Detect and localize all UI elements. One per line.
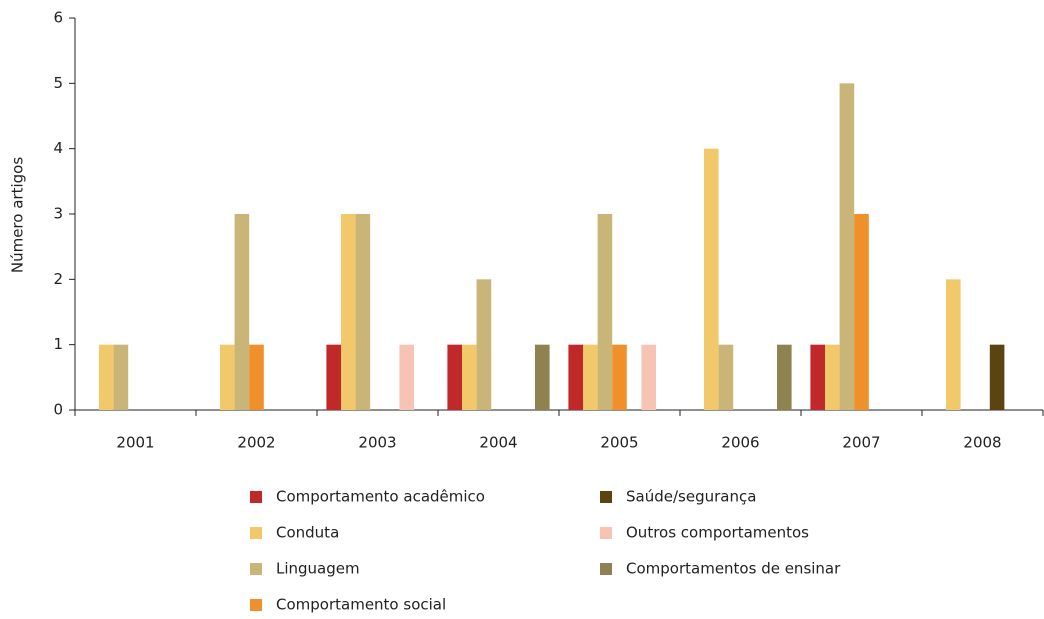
bar <box>810 344 825 410</box>
y-tick-label: 3 <box>53 205 63 223</box>
x-tick-label: 2005 <box>600 434 638 452</box>
bar <box>326 344 341 410</box>
bar <box>234 214 250 410</box>
bar <box>462 344 477 410</box>
bar <box>249 344 264 410</box>
bar <box>447 344 462 410</box>
bar <box>718 344 734 410</box>
legend-label: Comportamento social <box>276 596 446 614</box>
bar <box>777 344 792 410</box>
legend-swatch <box>600 491 612 503</box>
legend-label: Conduta <box>276 524 339 542</box>
bar <box>825 344 840 410</box>
bar <box>476 279 492 410</box>
y-tick-label: 5 <box>53 74 63 92</box>
bar <box>341 214 356 410</box>
y-tick-label: 4 <box>53 139 63 157</box>
legend-label: Comportamentos de ensinar <box>626 560 841 578</box>
bar <box>612 344 627 410</box>
bar <box>946 279 961 410</box>
bar <box>839 83 855 410</box>
bar <box>535 344 550 410</box>
x-tick-label: 2002 <box>237 434 275 452</box>
bar <box>99 344 114 410</box>
bar <box>113 344 129 410</box>
legend-swatch <box>600 563 612 575</box>
x-tick-label: 2001 <box>116 434 154 452</box>
bar <box>568 344 583 410</box>
y-axis-label: Número artigos <box>9 157 27 273</box>
legend-label: Saúde/segurança <box>626 488 756 506</box>
legend-label: Linguagem <box>276 560 360 578</box>
legend-swatch <box>250 491 262 503</box>
bar <box>399 344 414 410</box>
x-tick-label: 2008 <box>963 434 1001 452</box>
legend-swatch <box>600 527 612 539</box>
legend-label: Outros comportamentos <box>626 524 809 542</box>
bar <box>854 214 869 410</box>
bar <box>989 344 1005 410</box>
legend-label: Comportamento acadêmico <box>276 488 485 506</box>
bar <box>704 148 719 410</box>
x-tick-label: 2004 <box>479 434 517 452</box>
x-tick-label: 2006 <box>721 434 759 452</box>
x-tick-label: 2003 <box>358 434 396 452</box>
y-tick-label: 0 <box>53 401 63 419</box>
y-tick-label: 1 <box>53 335 63 353</box>
bar <box>597 214 613 410</box>
legend-swatch <box>250 527 262 539</box>
y-tick-label: 6 <box>53 9 63 27</box>
legend-swatch <box>250 599 262 611</box>
bar <box>641 344 656 410</box>
bar <box>220 344 235 410</box>
bar <box>583 344 598 410</box>
legend-swatch <box>250 563 262 575</box>
x-tick-label: 2007 <box>842 434 880 452</box>
bar <box>355 214 371 410</box>
y-tick-label: 2 <box>53 270 63 288</box>
